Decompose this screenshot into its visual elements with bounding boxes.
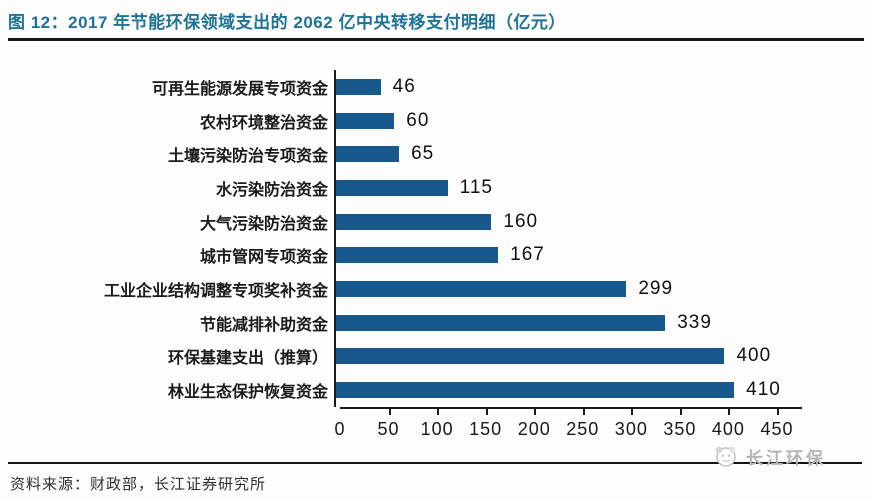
bar-track: 115 [334, 171, 493, 205]
chart-rows: 可再生能源发展专项资金 46 农村环境整治资金 60 土壤污染防治专项资金 65 水污染防治… [0, 70, 802, 407]
value-label: 65 [411, 143, 435, 165]
axis-tick-label: 350 [663, 418, 697, 439]
bar [336, 348, 725, 365]
axis-tick-label: 100 [420, 418, 454, 439]
category-label: 工业企业结构调整专项奖补资金 [103, 282, 328, 300]
bar-track: 60 [334, 103, 430, 138]
chart-row: 环保基建支出（推算） 400 [0, 339, 802, 374]
axis-tick [631, 408, 634, 415]
chart-row: 土壤污染防治专项资金 65 [0, 137, 802, 172]
title-divider [8, 38, 864, 41]
value-label: 46 [392, 75, 416, 97]
bar-track: 400 [334, 339, 772, 374]
brand-logo-text: 长江环保 [746, 448, 826, 468]
chart-row: 林业生态保护恢复资金 410 [0, 373, 802, 407]
axis-tick-label: 50 [377, 418, 400, 439]
value-label: 410 [746, 379, 781, 401]
bar-track: 46 [334, 70, 416, 104]
figure-title: 图 12：2017 年节能环保领域支出的 2062 亿中央转移支付明细（亿元） [8, 13, 566, 32]
axis-tick [437, 408, 440, 415]
chart-row: 可再生能源发展专项资金 46 [0, 70, 802, 104]
x-axis: 0 50 100 150 200 250 300 350 400 450 [334, 406, 802, 447]
axis-tick [582, 408, 585, 415]
axis-tick-label: 400 [711, 418, 745, 439]
chart-row: 农村环境整治资金 60 [0, 103, 802, 138]
chart-row: 城市管网专项资金 167 [0, 238, 802, 273]
chart-row: 水污染防治资金 115 [0, 171, 802, 205]
value-label: 115 [459, 176, 493, 198]
bar [336, 382, 735, 399]
panda-icon [710, 443, 740, 469]
axis-tick-label: 150 [469, 418, 503, 439]
axis-tick [728, 408, 731, 415]
axis-tick [534, 408, 537, 415]
value-label: 160 [503, 210, 539, 232]
source-note: 资料来源：财政部，长江证券研究所 [10, 476, 267, 493]
value-label: 299 [638, 277, 674, 299]
bar [336, 314, 666, 331]
axis-tick [679, 408, 682, 415]
bar-track: 167 [334, 238, 545, 273]
value-label: 60 [406, 109, 430, 131]
bar [336, 146, 400, 163]
category-label: 土壤污染防治专项资金 [167, 148, 328, 166]
footer-divider [8, 462, 862, 464]
axis-tick [485, 408, 488, 415]
value-label: 339 [677, 311, 712, 333]
axis-tick [777, 408, 779, 415]
bar [336, 78, 381, 95]
axis-tick-label: 200 [517, 418, 551, 439]
bar [336, 112, 395, 129]
value-label: 400 [736, 345, 772, 367]
bar [336, 280, 627, 297]
category-label: 大气污染防治资金 [199, 215, 328, 233]
bar-track: 65 [334, 137, 435, 172]
chart-row: 工业企业结构调整专项奖补资金 299 [0, 272, 802, 306]
bar [336, 179, 448, 196]
bar-track: 299 [334, 272, 673, 306]
bar-chart: 可再生能源发展专项资金 46 农村环境整治资金 60 土壤污染防治专项资金 65 水污染防治… [0, 70, 802, 447]
axis-tick-label: 250 [566, 418, 600, 439]
axis-tick-label: 450 [760, 418, 794, 439]
bar-track: 339 [334, 305, 712, 340]
axis-tick-label: 300 [614, 418, 648, 439]
axis-tick-label: 0 [334, 418, 346, 439]
category-label: 水污染防治资金 [215, 181, 328, 199]
category-label: 节能减排补助资金 [199, 316, 328, 334]
chart-row: 大气污染防治资金 160 [0, 204, 802, 239]
bar-track: 160 [334, 204, 539, 239]
bar [336, 247, 499, 264]
bar [336, 213, 492, 230]
chart-row: 节能减排补助资金 339 [0, 305, 802, 340]
category-label: 林业生态保护恢复资金 [167, 384, 328, 402]
category-label: 可再生能源发展专项资金 [151, 80, 328, 98]
category-label: 农村环境整治资金 [199, 114, 328, 132]
category-label: 环保基建支出（推算） [167, 350, 328, 368]
bar-track: 410 [334, 373, 781, 407]
brand-logo: 长江环保 [710, 443, 826, 469]
axis-tick [388, 408, 391, 415]
value-label: 167 [510, 244, 545, 266]
category-label: 城市管网专项资金 [199, 249, 328, 267]
